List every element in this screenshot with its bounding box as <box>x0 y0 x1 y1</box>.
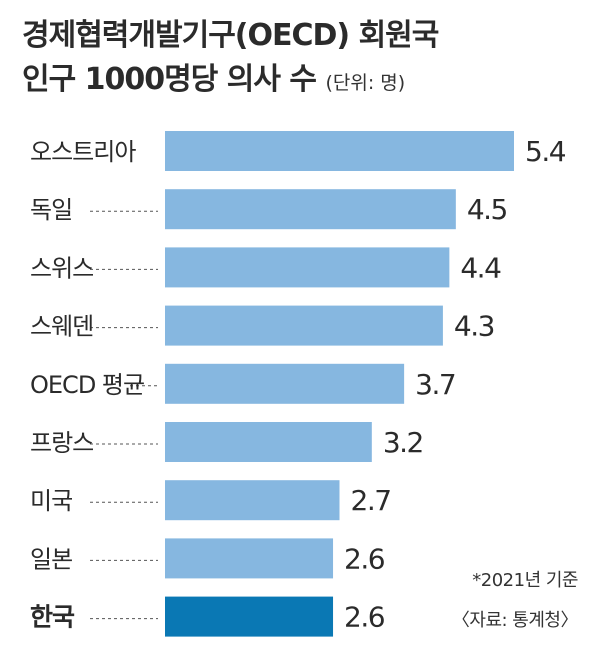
bar <box>165 538 334 579</box>
category-label: 오스트리아 <box>30 138 136 166</box>
bar <box>165 363 405 404</box>
chart-title: 경제협력개발기구(OECD) 회원국 인구 1000명당 의사 수 (단위: 명… <box>22 14 439 105</box>
note-year: *2021년 기준 <box>472 570 578 591</box>
value-label: 2.6 <box>344 542 385 575</box>
value-label: 4.3 <box>454 310 494 343</box>
value-label: 5.4 <box>525 135 566 168</box>
value-label: 4.4 <box>460 251 501 284</box>
bar <box>165 422 372 462</box>
category-label: 스위스 <box>30 254 93 282</box>
unit-label: (단위: 명) <box>325 72 406 94</box>
note-source: 〈자료: 통계청〉 <box>451 610 579 631</box>
title-line-1: 경제협력개발기구(OECD) 회원국 <box>22 18 439 53</box>
value-label: 2.6 <box>344 601 385 634</box>
bar <box>165 596 334 637</box>
category-label: OECD 평균 <box>30 371 144 399</box>
value-label: 3.7 <box>415 368 455 401</box>
value-label: 2.7 <box>351 484 391 517</box>
category-label: 미국 <box>30 487 72 515</box>
bar <box>165 247 450 288</box>
bar <box>165 305 443 346</box>
bar <box>165 131 514 171</box>
category-label: 일본 <box>30 545 72 573</box>
category-label: 한국 <box>30 603 75 632</box>
category-label: 프랑스 <box>30 429 93 457</box>
value-label: 4.5 <box>467 193 507 226</box>
title-line-2: 인구 1000명당 의사 수 (단위: 명) <box>22 58 438 105</box>
bar <box>165 189 456 230</box>
category-label: 독일 <box>30 196 72 224</box>
category-label: 스웨덴 <box>30 313 93 341</box>
bar <box>165 480 340 521</box>
value-label: 3.2 <box>383 426 423 459</box>
title-line-2-text: 인구 1000명당 의사 수 <box>22 62 317 97</box>
